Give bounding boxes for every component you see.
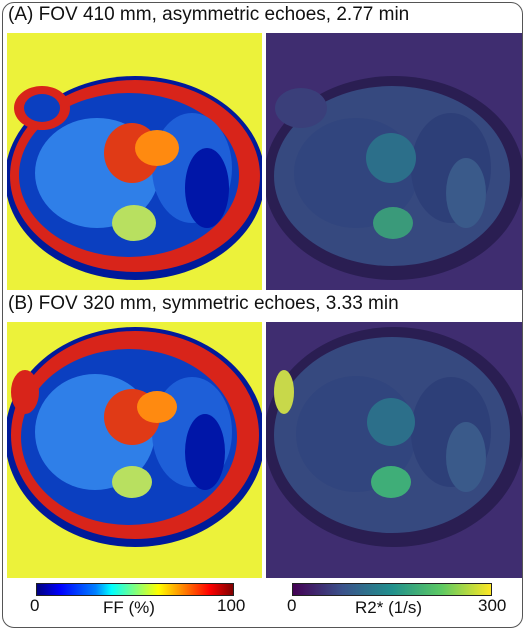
ff-map-b xyxy=(7,322,262,578)
r2-colorbar-label: R2* (1/s) xyxy=(355,598,423,617)
row-a-title: (A) FOV 410 mm, asymmetric echoes, 2.77 … xyxy=(8,4,410,25)
r2-colorbar-max: 300 xyxy=(478,596,507,615)
r2-map-b xyxy=(266,322,522,578)
row-b-title: (B) FOV 320 mm, symmetric echoes, 3.33 m… xyxy=(8,293,399,314)
r2-colorbar xyxy=(292,583,492,596)
r2-map-a xyxy=(266,33,522,290)
r2-colorbar-min: 0 xyxy=(287,596,297,615)
ff-map-a-image xyxy=(7,76,262,280)
r2-map-b-image xyxy=(266,322,522,578)
ff-colorbar xyxy=(36,583,234,596)
ff-colorbar-label: FF (%) xyxy=(103,598,155,617)
ff-colorbar-max: 100 xyxy=(217,596,246,615)
ff-map-a xyxy=(7,33,262,290)
figure-frame xyxy=(2,2,523,628)
r2-map-a-image xyxy=(266,33,522,290)
ff-colorbar-min: 0 xyxy=(30,596,40,615)
ff-map-b-image xyxy=(7,327,262,547)
